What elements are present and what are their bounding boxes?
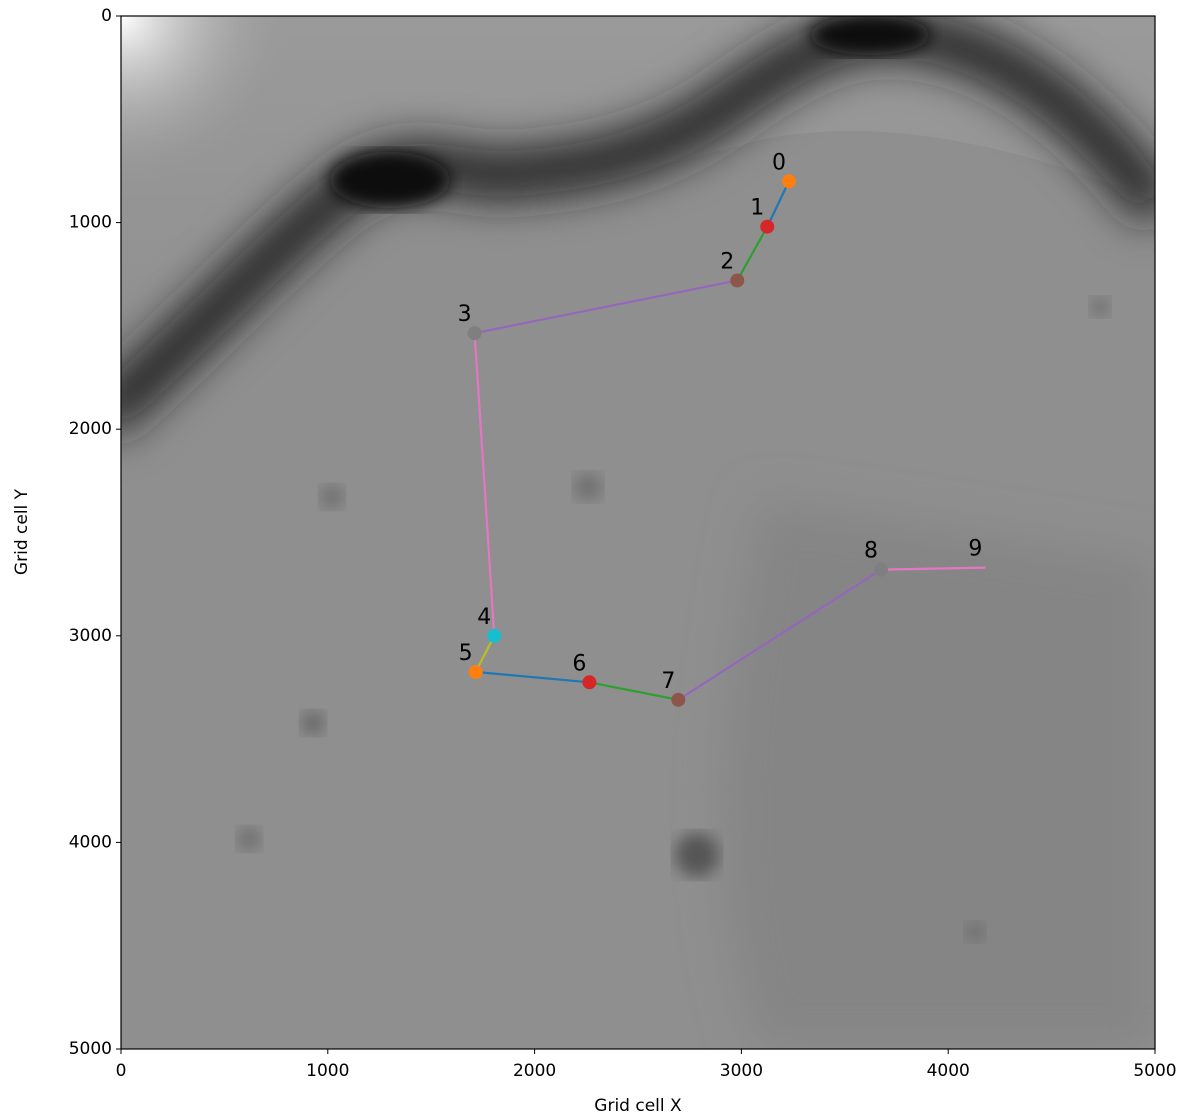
waypoint-label: 0 xyxy=(772,150,786,175)
waypoint-label: 9 xyxy=(968,537,982,562)
y-tick-label: 2000 xyxy=(69,419,112,439)
waypoint-marker xyxy=(582,675,596,689)
waypoint-label: 7 xyxy=(661,669,675,694)
waypoint-marker xyxy=(469,665,483,679)
terrain-image xyxy=(100,15,1160,1049)
x-tick-label: 3000 xyxy=(720,1061,763,1081)
waypoint-marker xyxy=(671,693,685,707)
x-axis-label: Grid cell X xyxy=(594,1096,682,1116)
y-tick-label: 0 xyxy=(101,6,112,26)
chart: Grid cell X Grid cell Y 0100020003000400… xyxy=(0,0,1189,1119)
x-tick-label: 2000 xyxy=(513,1061,556,1081)
y-tick-label: 3000 xyxy=(69,626,112,646)
x-tick-label: 5000 xyxy=(1133,1061,1176,1081)
waypoint-label: 1 xyxy=(750,196,764,221)
x-tick-label: 1000 xyxy=(306,1061,349,1081)
waypoint-label: 4 xyxy=(477,605,491,630)
y-tick-label: 5000 xyxy=(69,1039,112,1059)
waypoint-marker xyxy=(760,220,774,234)
waypoint-marker xyxy=(874,563,888,577)
waypoint-marker xyxy=(487,629,501,643)
waypoint-marker xyxy=(468,326,482,340)
waypoint-label: 8 xyxy=(864,539,878,564)
waypoint-marker xyxy=(730,273,744,287)
waypoint-label: 5 xyxy=(459,641,473,666)
x-tick-label: 4000 xyxy=(927,1061,970,1081)
y-tick-label: 1000 xyxy=(69,213,112,233)
waypoint-marker xyxy=(782,174,796,188)
x-tick-label: 0 xyxy=(116,1061,127,1081)
waypoint-label: 3 xyxy=(458,302,472,327)
y-tick-label: 4000 xyxy=(69,832,112,852)
waypoint-label: 2 xyxy=(720,249,734,274)
waypoint-label: 6 xyxy=(572,651,586,676)
y-axis-label: Grid cell Y xyxy=(12,488,32,575)
